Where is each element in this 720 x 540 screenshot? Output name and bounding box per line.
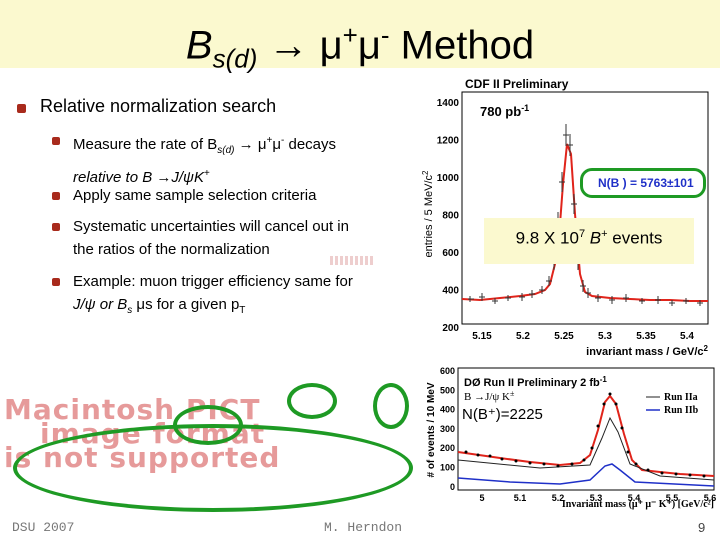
- d0-xtick-label: 5: [479, 493, 484, 503]
- bullet-marker: [52, 192, 60, 200]
- main-bullet-text: Relative normalization search: [40, 96, 277, 116]
- annotation-ellipse: [287, 383, 337, 419]
- events-highlight-text: 9.8 X 107 B+ events: [515, 228, 663, 248]
- sub-bullet-selection: Apply same sample selection criteria: [73, 187, 317, 204]
- cdf-xlabel: invariant mass / GeV/c2: [586, 344, 708, 358]
- d0-run2a-curve: [457, 416, 715, 481]
- annotation-ellipse: [373, 383, 409, 429]
- cdf-fit-curve: [461, 143, 708, 302]
- legend-run2b: Run IIb: [664, 405, 699, 416]
- footer-author: M. Herndon: [324, 520, 403, 535]
- d0-ylabel: # of events / 10 MeV: [426, 382, 437, 477]
- cdf-mass-plot: 1400 1200 1000 800 600 400 200 5.15 5.2 5.25 5.3 5.…: [421, 77, 709, 358]
- sub-bullet-systematics: Systematic uncertainties will cancel out…: [73, 218, 349, 258]
- d0-ytick-label: 300: [440, 424, 455, 434]
- cdf-lumi: 780 pb-1: [480, 103, 529, 119]
- d0-data-points: [464, 392, 706, 478]
- cdf-xtick-label: 5.35: [636, 331, 656, 342]
- bullet-marker: [52, 278, 60, 286]
- faint-mark: [330, 256, 374, 265]
- page-number: 9: [698, 520, 706, 535]
- d0-ytick-label: 400: [440, 405, 455, 415]
- bullet-marker: [52, 223, 60, 231]
- cdf-ytick-label: 1000: [437, 173, 460, 184]
- d0-xtick-label: 5.3: [590, 493, 603, 503]
- cdf-xtick-label: 5.2: [516, 331, 530, 342]
- d0-xtick-label: 5.6: [704, 493, 717, 503]
- cdf-nb-label: N(B ) = 5763±101: [598, 176, 694, 190]
- legend-run2a: Run IIa: [664, 392, 698, 403]
- d0-xtick-label: 5.5: [666, 493, 679, 503]
- cdf-xtick-label: 5.25: [554, 331, 574, 342]
- cdf-xtick-label: 5.15: [472, 331, 492, 342]
- nb-annotation-box: [580, 168, 706, 198]
- d0-title: DØ Run II Preliminary 2 fb-1: [464, 375, 607, 389]
- d0-xlabel: Invariant mass (μ⁺ μ⁻ K⁺) [GeV/c²]: [562, 499, 714, 510]
- cdf-title: CDF II Preliminary: [465, 77, 569, 91]
- d0-ytick-label: 0: [450, 482, 455, 492]
- cdf-ytick-label: 1400: [437, 98, 460, 109]
- events-highlight-box: [484, 218, 694, 264]
- d0-xtick-label: 5.2: [552, 493, 565, 503]
- cdf-ytick-label: 1200: [437, 136, 460, 147]
- bullet-marker: [52, 137, 60, 145]
- d0-decay: B →J/ψ K±: [464, 389, 515, 403]
- cdf-ytick-label: 200: [442, 323, 459, 334]
- cdf-ytick-label: 600: [442, 248, 459, 259]
- cdf-xtick-label: 5.4: [680, 331, 694, 342]
- cdf-ylabel: entries / 5 MeV/c2: [421, 170, 435, 258]
- sub-bullet-rate: Measure the rate of Bs(d) → μ+μ- decays …: [73, 135, 337, 186]
- annotation-ellipse: [13, 424, 413, 512]
- cdf-xtick-label: 5.3: [598, 331, 612, 342]
- d0-ytick-label: 500: [440, 385, 455, 395]
- cdf-ytick-label: 400: [442, 286, 459, 297]
- footer-event: DSU 2007: [12, 520, 75, 535]
- d0-ytick-label: 200: [440, 443, 455, 453]
- d0-xtick-label: 5.4: [628, 493, 641, 503]
- d0-ytick-label: 600: [440, 366, 455, 376]
- d0-run2b-curve: [457, 463, 715, 487]
- cdf-ytick-label: 800: [442, 211, 459, 222]
- d0-n-label: N(B⁺)=2225: [462, 406, 543, 423]
- slide-title: Bs(d) → μ+μ- Method: [185, 20, 535, 74]
- bullet-marker: [17, 104, 26, 113]
- sub-bullet-example: Example: muon trigger efficiency same fo…: [73, 273, 353, 316]
- d0-xtick-label: 5.1: [514, 493, 527, 503]
- d0-mass-plot: 600 500 400 300 200 100 0 5 5.1 5.2 5.3 5.4 5.5 5.6 D…: [426, 366, 717, 510]
- title-band: [0, 0, 720, 68]
- d0-ytick-label: 100: [440, 463, 455, 473]
